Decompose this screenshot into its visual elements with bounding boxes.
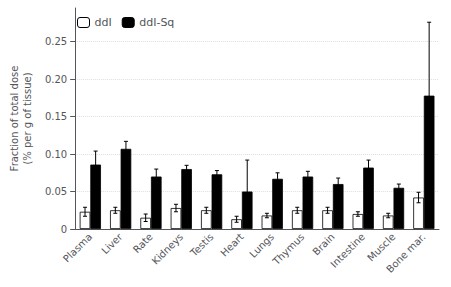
svg-text:Rate: Rate <box>131 231 155 255</box>
svg-text:0.25: 0.25 <box>45 36 67 47</box>
svg-text:0.20: 0.20 <box>45 74 67 85</box>
svg-text:Intestine: Intestine <box>328 231 367 270</box>
svg-text:ddI-Sq: ddI-Sq <box>139 16 174 29</box>
svg-text:0.15: 0.15 <box>45 111 67 122</box>
svg-text:Kidneys: Kidneys <box>150 231 186 267</box>
svg-text:0.10: 0.10 <box>45 149 67 160</box>
svg-text:Muscle: Muscle <box>365 231 398 264</box>
svg-text:0: 0 <box>61 224 67 235</box>
svg-text:0.05: 0.05 <box>45 186 67 197</box>
svg-text:ddI: ddI <box>95 16 112 29</box>
svg-text:Liver: Liver <box>99 230 125 256</box>
svg-text:Heart: Heart <box>218 231 245 258</box>
svg-text:Plasma: Plasma <box>61 231 94 264</box>
svg-text:Testis: Testis <box>187 231 215 259</box>
svg-text:Brain: Brain <box>310 231 336 257</box>
svg-text:Bone mar.: Bone mar. <box>384 231 428 275</box>
svg-text:(% per g of tissue): (% per g of tissue) <box>22 72 33 164</box>
svg-text:Lungs: Lungs <box>247 231 276 260</box>
svg-text:Fraction of total dose: Fraction of total dose <box>9 66 20 172</box>
svg-text:Thymus: Thymus <box>270 231 306 267</box>
